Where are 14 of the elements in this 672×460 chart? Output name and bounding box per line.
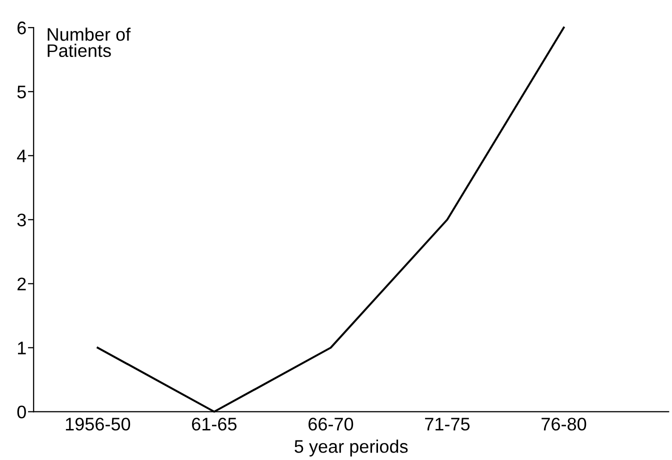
x-tick-label: 76-80 bbox=[542, 418, 586, 431]
y-tick-label: 1 bbox=[18, 342, 26, 354]
x-tick-label: 66-70 bbox=[308, 418, 354, 431]
x-tick-label: 1956-50 bbox=[66, 418, 130, 431]
y-tick-label: 5 bbox=[17, 86, 26, 98]
x-tick-label: 71-75 bbox=[425, 418, 470, 431]
y-tick-label: 0 bbox=[17, 406, 26, 418]
y-tick-label: 4 bbox=[17, 150, 26, 162]
y-tick-label: 3 bbox=[17, 214, 26, 226]
y-tick-label: 2 bbox=[18, 278, 26, 290]
y-axis-title: Number of Patients bbox=[48, 28, 131, 58]
x-tick-label: 61-65 bbox=[192, 418, 237, 431]
y-tick-label: 6 bbox=[18, 22, 26, 34]
x-axis-title: 5 year periods bbox=[294, 440, 408, 456]
